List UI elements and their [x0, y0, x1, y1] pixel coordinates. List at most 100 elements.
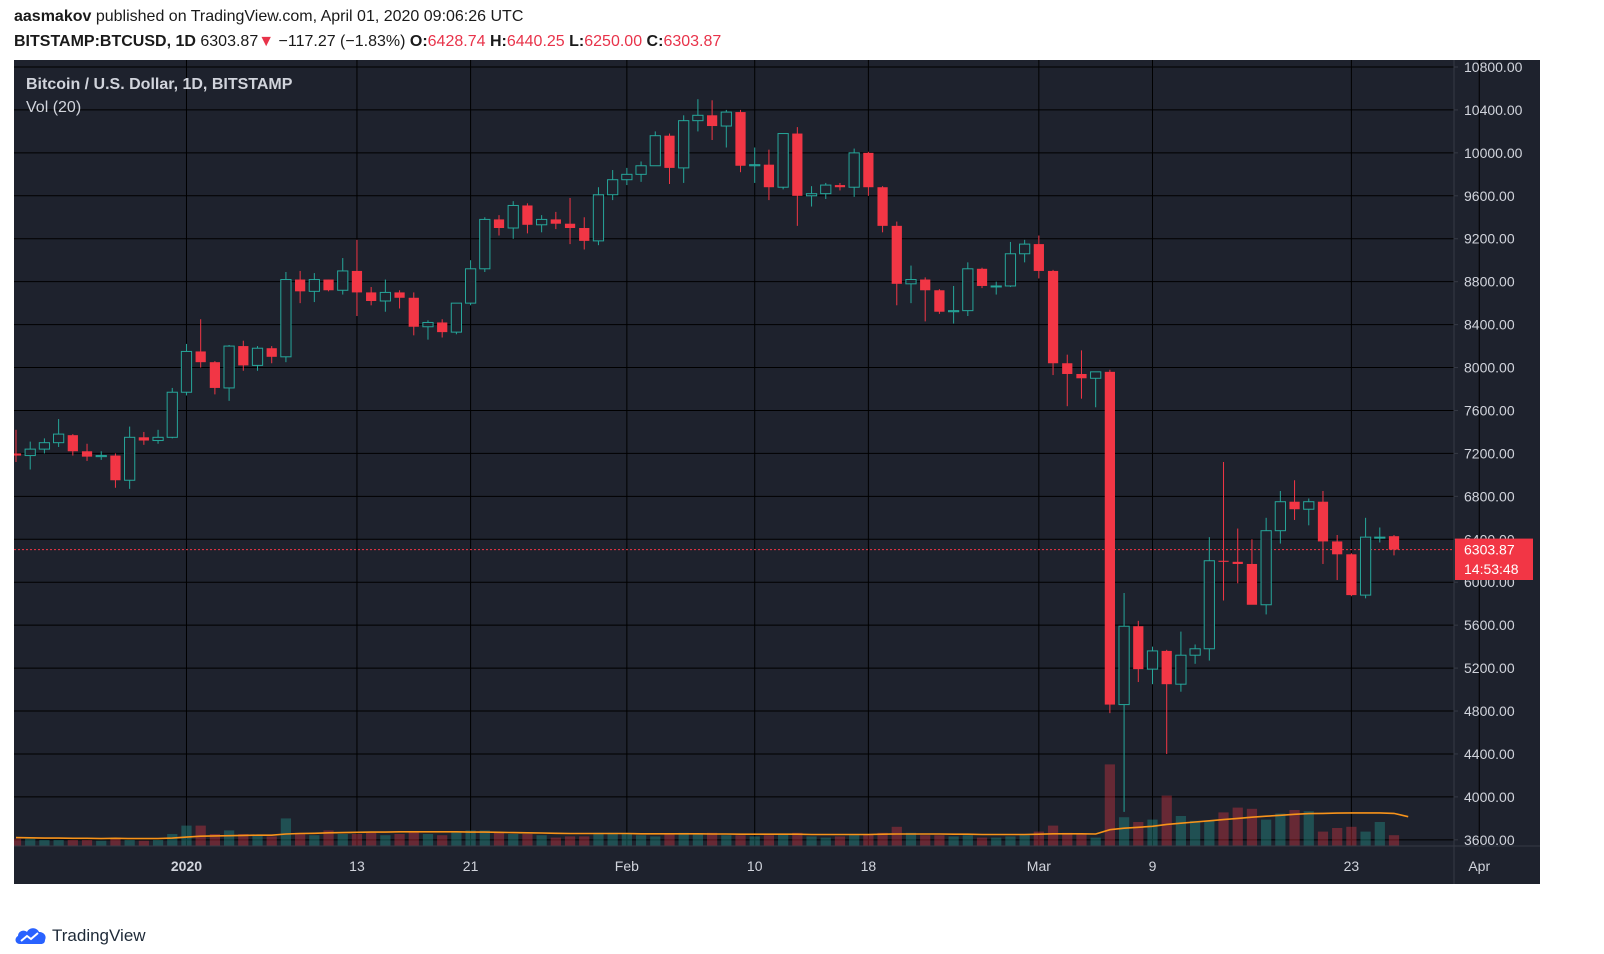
volume-bar [167, 834, 178, 846]
candle-body [664, 135, 675, 168]
candle-body [195, 351, 206, 363]
price-tick-label: 10000.00 [1464, 145, 1523, 161]
volume-bar [1346, 826, 1357, 846]
candle-down [1104, 369, 1115, 714]
candle-body [1218, 560, 1229, 562]
candle-body [1175, 654, 1187, 685]
candle-body [479, 218, 491, 270]
price-chart[interactable]: 10800.00 10400.00 10000.00 9600.00 9200.00 88… [14, 60, 1540, 884]
last-price: 6303.87 [200, 33, 259, 50]
candle-up [180, 343, 193, 396]
candle-up [422, 320, 434, 340]
volume-bar [1118, 817, 1130, 846]
candle-body [920, 279, 931, 291]
candle-down [209, 361, 221, 395]
candle-down [1317, 490, 1329, 564]
candle-down [195, 319, 206, 368]
volume-bar [465, 830, 476, 846]
candle-body [905, 279, 917, 285]
candle-body [720, 111, 732, 127]
volume-bar [792, 832, 803, 846]
candle-body [1246, 563, 1258, 605]
candle-body [621, 173, 633, 181]
volume-bar [1161, 795, 1172, 846]
volume-bar [1388, 835, 1400, 846]
volume-bar [394, 834, 405, 846]
price-tick-label: 6800.00 [1464, 488, 1515, 504]
volume-bar [138, 840, 149, 846]
candle-down [877, 186, 888, 233]
published-text: published on TradingView.com, April 01, … [95, 8, 524, 25]
volume-bar [152, 840, 164, 846]
candle-up [24, 441, 36, 470]
candle-up [251, 346, 264, 371]
volume-bar [650, 836, 661, 846]
candle-down [1033, 235, 1044, 279]
brand-name: TradingView [52, 926, 146, 945]
candle-body [1232, 561, 1243, 564]
candle-body [536, 218, 548, 226]
candle-down [366, 287, 377, 306]
candle-down [579, 217, 590, 250]
volume-bar [778, 834, 789, 846]
volume-bar [706, 832, 718, 846]
candle-body [379, 291, 391, 302]
candle-body [1332, 541, 1343, 555]
candle-up [152, 429, 164, 444]
volume-bar [905, 832, 917, 846]
candle-up [1090, 371, 1102, 408]
candle-body [152, 436, 164, 442]
candlesticks [14, 99, 1400, 812]
candle-up [124, 426, 136, 489]
volume-bar [976, 837, 988, 846]
price-tick-label: 10800.00 [1464, 60, 1523, 75]
volume-bar [593, 832, 604, 846]
author-name[interactable]: aasmakov [14, 8, 92, 25]
candle-body [280, 279, 292, 358]
volume-bar [763, 835, 775, 846]
volume-bar [451, 831, 462, 846]
volume-bars [14, 764, 1400, 846]
volume-bar [323, 830, 334, 846]
cloud-icon [15, 928, 46, 944]
candle-down [1232, 528, 1243, 584]
price-tick-label: 5200.00 [1464, 660, 1515, 676]
time-axis[interactable]: 2020 13 21 Feb 10 18 Mar 9 23 Apr [171, 858, 1491, 874]
candle-body [81, 451, 93, 457]
candle-body [337, 270, 349, 291]
candle-body [1076, 373, 1087, 379]
volume-bar [437, 835, 448, 846]
candle-body [749, 164, 761, 167]
tradingview-logo[interactable]: TradingView [14, 926, 146, 946]
candle-up [592, 187, 605, 246]
candle-body [877, 187, 888, 226]
candle-down [664, 133, 675, 184]
candle-down [706, 100, 718, 140]
candle-up [820, 182, 832, 200]
candle-down [891, 221, 902, 306]
volume-bar [1261, 819, 1272, 846]
candle-down [110, 453, 121, 488]
volume-bar [721, 835, 732, 846]
candle-body [891, 225, 902, 284]
candle-down [138, 431, 149, 445]
volume-bar [1204, 820, 1215, 846]
candle-down [493, 215, 505, 236]
volume-bar [1303, 811, 1314, 846]
volume-bar [81, 840, 93, 846]
candle-up [805, 186, 818, 207]
candle-up [1189, 644, 1201, 664]
volume-bar [820, 837, 831, 846]
volume-bar [1317, 831, 1329, 846]
volume-bar [508, 834, 519, 846]
candle-down [1161, 649, 1172, 754]
volume-bar [380, 835, 391, 846]
candle-down [238, 340, 249, 371]
candle-body [649, 135, 661, 167]
price-axis[interactable]: 10800.00 10400.00 10000.00 9600.00 9200.00 88… [1454, 60, 1523, 848]
candle-body [266, 348, 277, 357]
high-label: H: [489, 33, 507, 50]
candle-body [1303, 501, 1315, 510]
candle-down [735, 109, 746, 173]
volume-bar [806, 836, 817, 846]
